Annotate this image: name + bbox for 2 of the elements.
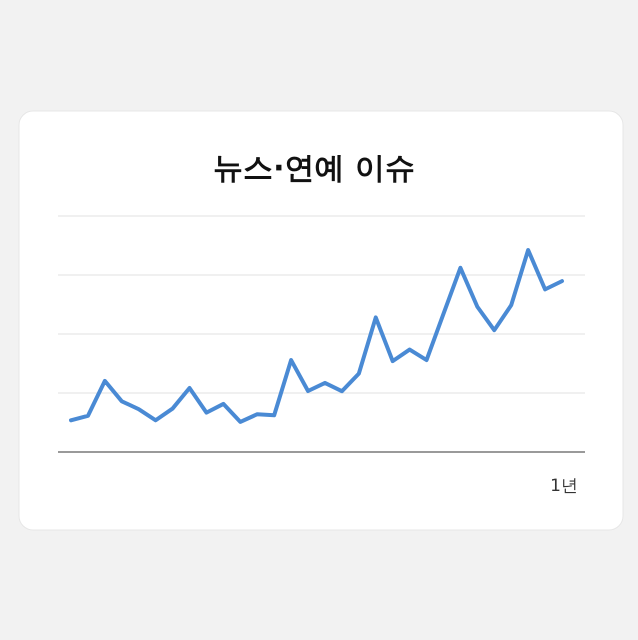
- chart-title: 뉴스·연예 이슈: [213, 151, 415, 186]
- x-axis-title: 1년: [550, 476, 578, 496]
